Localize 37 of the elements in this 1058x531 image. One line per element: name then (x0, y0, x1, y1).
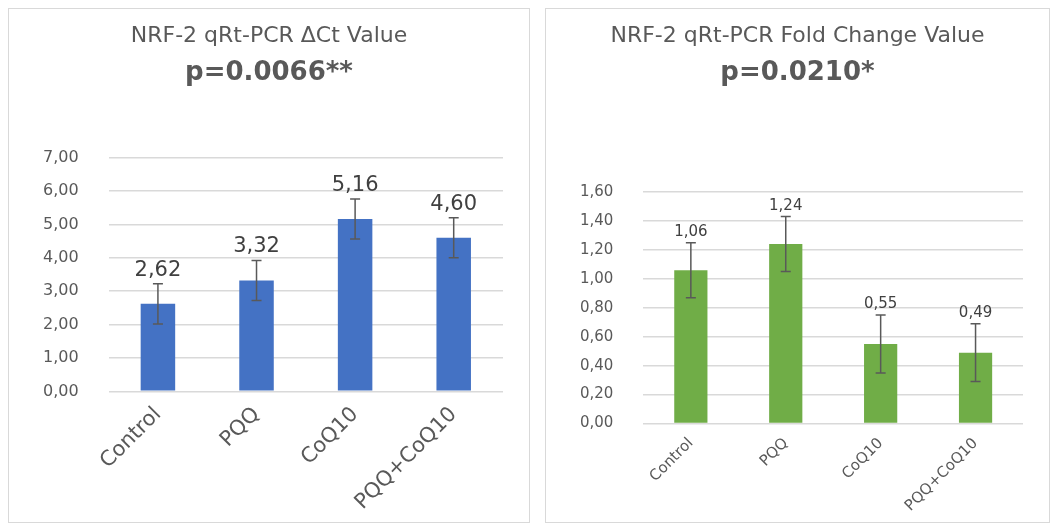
y-tick-label: 2,00 (43, 313, 79, 333)
bar (864, 343, 898, 423)
data-label: 2,62 (134, 256, 182, 281)
data-label: 1,24 (769, 195, 803, 214)
y-tick-label: 1,00 (43, 347, 79, 367)
y-tick-label: 6,00 (43, 180, 79, 200)
y-tick-label: 0,20 (579, 384, 614, 403)
bar (436, 237, 471, 391)
data-label: 4,60 (430, 190, 478, 215)
data-label: 0,49 (958, 303, 993, 322)
chart-title: NRF-2 qRt-PCR Fold Change Value (609, 21, 986, 49)
y-tick-label: 1,20 (579, 239, 614, 258)
data-label: 3,32 (233, 233, 280, 258)
chart-subtitle: p=0.0066** (184, 55, 354, 88)
data-label: 5,16 (331, 171, 379, 196)
y-tick-label: 7,00 (43, 146, 79, 166)
y-tick-label: 0,00 (43, 380, 79, 400)
y-tick-label: 0,00 (579, 413, 614, 432)
y-tick-label: 4,00 (43, 246, 79, 266)
bar (239, 280, 274, 391)
y-tick-label: 1,00 (579, 268, 614, 287)
bar (958, 352, 993, 423)
chart-subtitle: p=0.0210* (719, 55, 876, 88)
chart-title: NRF-2 qRt-PCR ΔCt Value (129, 21, 409, 49)
bar (674, 270, 708, 423)
y-tick-label: 0,60 (579, 326, 614, 345)
y-tick-label: 3,00 (43, 280, 79, 300)
y-tick-label: 0,40 (579, 355, 614, 374)
bar (140, 303, 176, 391)
bar (769, 244, 803, 423)
y-tick-label: 5,00 (43, 213, 79, 233)
bar (337, 219, 373, 391)
data-label: 0,55 (863, 294, 898, 313)
data-label: 1,06 (674, 222, 708, 241)
y-tick-label: 0,80 (579, 297, 614, 316)
y-tick-label: 1,60 (579, 181, 614, 200)
y-tick-label: 1,40 (579, 210, 614, 229)
